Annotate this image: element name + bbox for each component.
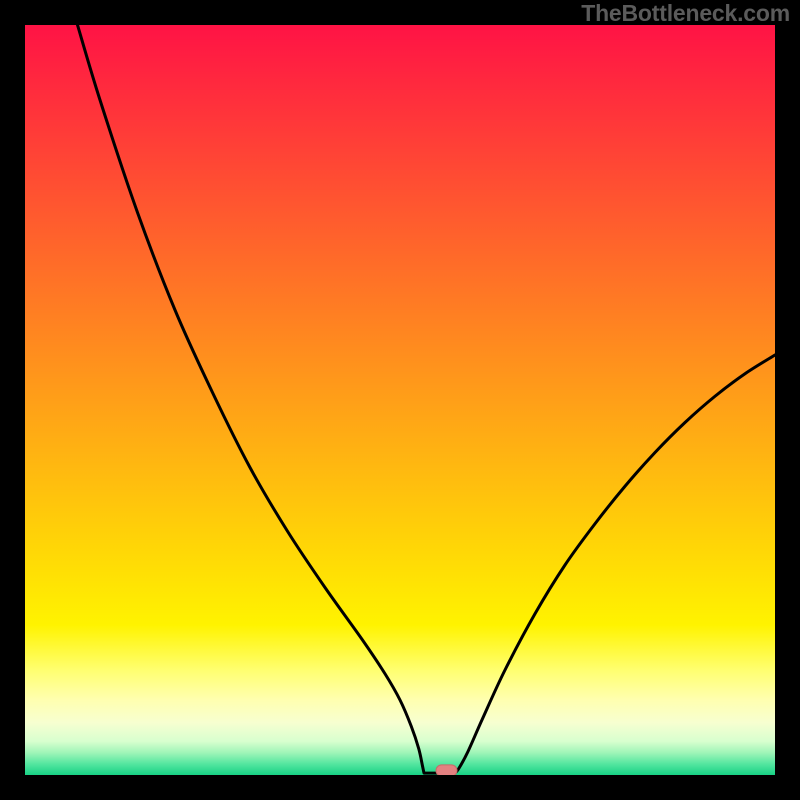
figure-container: TheBottleneck.com bbox=[0, 0, 800, 800]
bottleneck-chart bbox=[0, 0, 800, 800]
bottleneck-marker bbox=[436, 765, 457, 776]
gradient-background bbox=[25, 25, 775, 775]
